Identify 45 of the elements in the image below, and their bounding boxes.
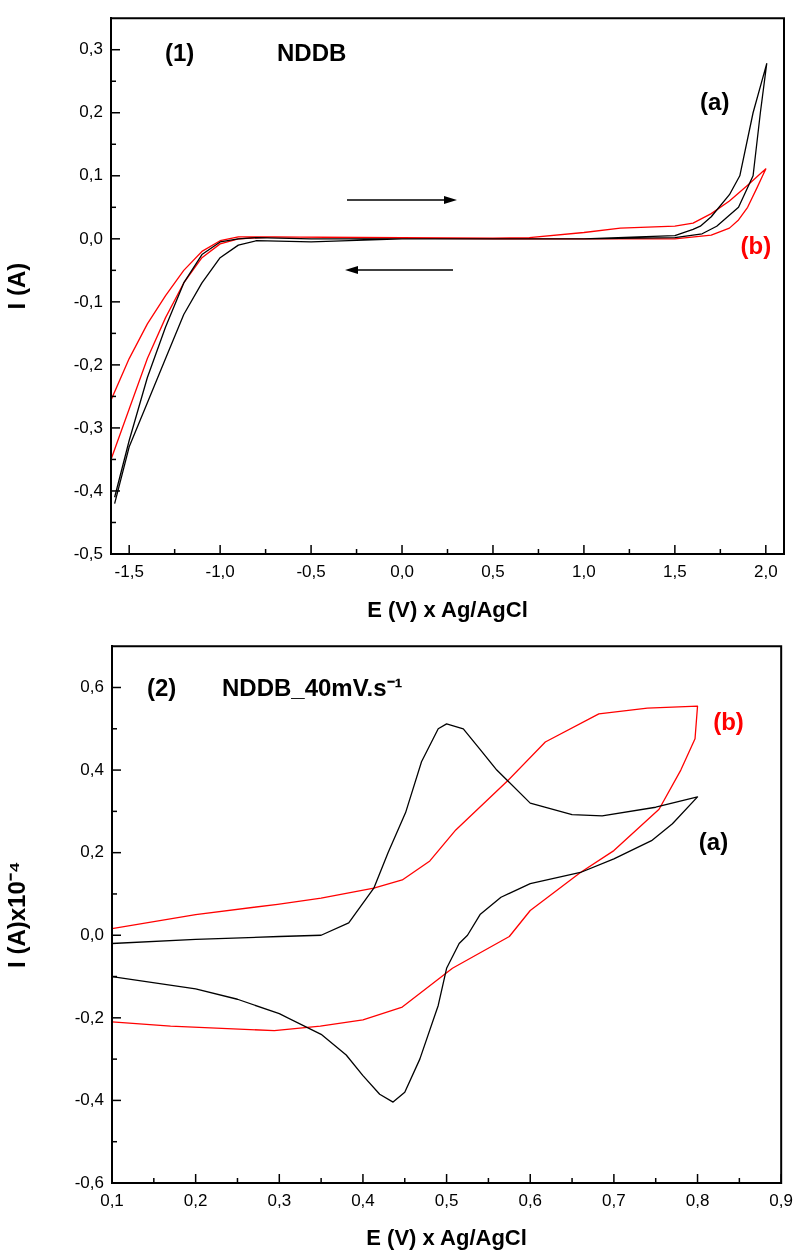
y-tick-label: 0,4 [80, 759, 104, 779]
y-tick-label: 0,0 [80, 924, 104, 944]
x-tick-label: -1,0 [205, 561, 235, 581]
x-tick-label: -1,5 [114, 561, 144, 581]
series-label: (b) [740, 232, 772, 260]
annotation: (2) [147, 674, 177, 702]
series-label: (b) [713, 707, 744, 735]
x-tick-label: 1,5 [663, 561, 687, 581]
y-tick-label: -0,2 [73, 354, 103, 374]
series-label: (a) [698, 827, 729, 855]
y-axis-title: I (A)x10⁻⁴ [3, 861, 31, 968]
x-tick-label: 0,6 [518, 1190, 543, 1210]
x-tick-label: 2,0 [753, 561, 778, 581]
x-tick-label: 0,3 [267, 1190, 292, 1210]
x-tick-label: 0,2 [183, 1190, 208, 1210]
y-tick-label: 0,3 [79, 39, 103, 59]
x-tick-label: 0,0 [390, 561, 414, 581]
y-tick-label: 0,0 [79, 228, 103, 248]
x-axis-title: E (V) x Ag/AgCl [366, 1224, 527, 1250]
y-tick-label: -0,5 [73, 543, 103, 563]
y-tick-label: 0,2 [80, 842, 104, 862]
x-tick-label: 0,1 [100, 1190, 124, 1210]
x-tick-label: 0,9 [769, 1190, 793, 1210]
annotation: NDDB_40mV.s⁻¹ [222, 674, 403, 702]
x-axis-title: E (V) x Ag/AgCl [367, 596, 528, 622]
x-tick-label: 0,4 [351, 1190, 375, 1210]
y-axis-title: I (A) [3, 262, 31, 310]
x-tick-label: 0,5 [481, 561, 505, 581]
x-tick-label: 0,5 [434, 1190, 459, 1210]
y-tick-label: -0,4 [73, 480, 103, 500]
annotation: (1) [165, 39, 195, 67]
y-tick-label: -0,3 [73, 417, 103, 437]
annotation: NDDB [277, 39, 347, 67]
series-label: (a) [700, 88, 730, 116]
x-tick-label: 1,0 [572, 561, 596, 581]
x-tick-label: -0,5 [296, 561, 326, 581]
y-tick-label: 0,6 [80, 677, 104, 697]
y-tick-label: -0,2 [74, 1007, 104, 1027]
y-tick-label: -0,4 [74, 1090, 104, 1110]
y-tick-label: 0,1 [79, 165, 103, 185]
y-tick-label: 0,2 [79, 102, 103, 122]
y-tick-label: -0,6 [74, 1172, 104, 1192]
x-tick-label: 0,7 [602, 1190, 626, 1210]
x-tick-label: 0,8 [685, 1190, 710, 1210]
y-tick-label: -0,1 [73, 291, 103, 311]
